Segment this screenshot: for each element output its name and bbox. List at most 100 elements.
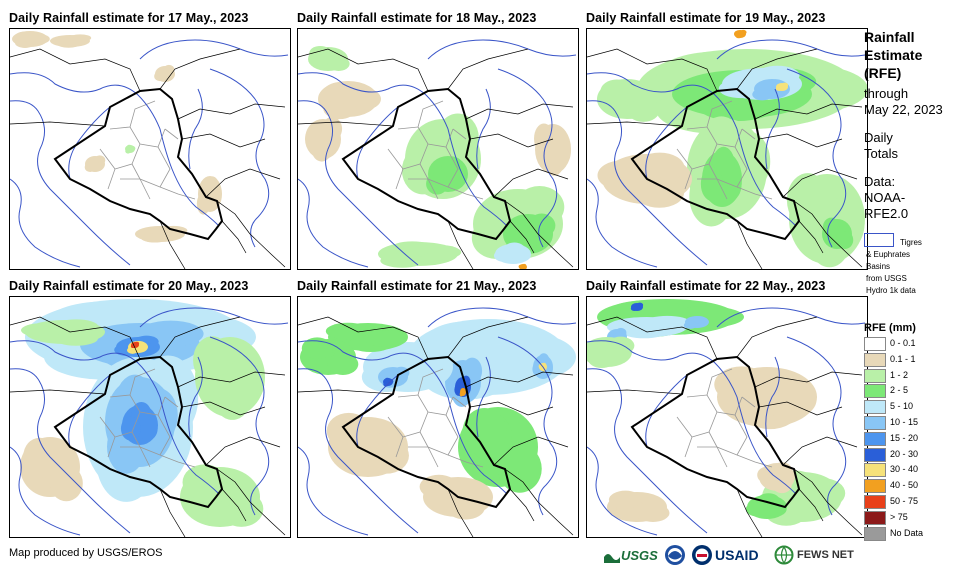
- basin-label-1: Tigres: [900, 238, 922, 247]
- basin-line: [427, 307, 577, 328]
- basin-line: [209, 336, 270, 516]
- rain-patch: [54, 319, 99, 334]
- country-line: [465, 371, 574, 388]
- country-boundaries: [298, 48, 574, 269]
- basin-line: [587, 340, 796, 494]
- province-line: [706, 368, 733, 396]
- rain-patch: [120, 416, 141, 441]
- province-line: [741, 128, 756, 140]
- basin-line: [716, 39, 866, 60]
- basin-line: [476, 88, 491, 170]
- rain-patch: [327, 56, 350, 71]
- rain-patch: [527, 213, 556, 238]
- rain-patch: [364, 437, 409, 474]
- legend-item: No Data: [864, 526, 964, 541]
- legend-label: > 75: [890, 511, 908, 522]
- usaid-seal-icon: [692, 545, 712, 565]
- rain-patch: [700, 167, 723, 201]
- basin-line: [68, 106, 111, 180]
- basin-label-3: Basins: [866, 262, 891, 271]
- sidebar-title: Rainfall Estimate (RFE): [864, 28, 922, 82]
- panel-title-5: Daily Rainfall estimate for 22 May., 202…: [586, 279, 826, 293]
- country-line: [758, 401, 843, 416]
- province-line: [120, 178, 151, 200]
- basin-legend-swatch: [864, 233, 894, 247]
- usgs-text: USGS: [621, 547, 658, 563]
- map-panel-19-may: [586, 28, 868, 270]
- data-source-2: RFE2.0: [864, 206, 909, 221]
- rain-patch: [49, 465, 83, 502]
- country-line: [298, 48, 429, 92]
- rain-patch: [636, 503, 670, 522]
- legend-swatch: [864, 352, 886, 367]
- legend-swatch: [864, 384, 886, 399]
- country-boundaries: [587, 48, 863, 269]
- country-line: [447, 220, 474, 269]
- basin-line: [587, 178, 658, 268]
- legend-item: > 75: [864, 510, 964, 525]
- country-line: [504, 468, 574, 536]
- rain-patch: [778, 85, 786, 91]
- province-line: [131, 146, 171, 188]
- country-line: [221, 220, 247, 254]
- basin-line: [139, 307, 289, 328]
- country-line: [447, 488, 474, 537]
- rain-patch: [15, 38, 35, 48]
- country-line: [216, 468, 286, 536]
- data-source-1: NOAA-: [864, 190, 906, 205]
- country-line: [504, 200, 574, 268]
- basin-line: [356, 374, 399, 448]
- province-line: [387, 148, 404, 190]
- iraq-border: [630, 355, 801, 509]
- country-line: [10, 316, 141, 360]
- map-panel-20-may: [9, 296, 291, 538]
- province-line: [402, 411, 429, 438]
- rain-patch: [443, 158, 466, 181]
- legend-swatch: [864, 510, 886, 525]
- panel-title-0: Daily Rainfall estimate for 17 May., 202…: [9, 11, 249, 25]
- title-line: Rainfall: [864, 29, 915, 45]
- country-line: [587, 48, 718, 92]
- country-line: [177, 103, 286, 120]
- iraq-border: [630, 87, 801, 241]
- legend-item: 30 - 40: [864, 463, 964, 478]
- rain-patch: [160, 69, 172, 80]
- country-line: [298, 121, 394, 127]
- fewsnet-logo: FEWS NET: [774, 543, 854, 567]
- basin-line: [298, 368, 419, 534]
- province-line: [408, 178, 439, 200]
- province-line: [99, 148, 116, 190]
- legend-label: 50 - 75: [890, 496, 919, 506]
- rain-patch: [757, 466, 778, 484]
- basin-line: [68, 374, 111, 448]
- country-line: [159, 48, 241, 90]
- map-svg: [298, 39, 577, 269]
- country-line: [754, 371, 863, 388]
- basin-outlines: [10, 39, 289, 268]
- rain-patch: [327, 353, 359, 375]
- rain-patch: [125, 148, 131, 154]
- country-line: [754, 103, 863, 120]
- legend-label: 10 - 15: [890, 417, 919, 427]
- rain-patch: [534, 123, 554, 154]
- basin-line: [587, 368, 708, 534]
- basin-line: [765, 356, 780, 438]
- province-line: [452, 396, 467, 408]
- legend-item: 1 - 2: [864, 368, 964, 383]
- province-line: [452, 128, 467, 140]
- panel-title-4: Daily Rainfall estimate for 21 May., 202…: [297, 279, 537, 293]
- rain-patch: [182, 464, 227, 501]
- data-label: Data:: [864, 174, 896, 189]
- rain-patch: [459, 391, 464, 397]
- province-line: [164, 128, 179, 140]
- country-line: [587, 389, 683, 395]
- basin-line: [587, 446, 658, 536]
- legend-item: 15 - 20: [864, 431, 964, 446]
- country-line: [736, 316, 818, 358]
- province-line: [120, 446, 151, 468]
- legend-label: 40 - 50: [890, 480, 919, 491]
- basin-line: [786, 336, 847, 516]
- legend-item: 2 - 5: [864, 384, 964, 399]
- iraq-border: [53, 355, 224, 509]
- country-line: [205, 436, 281, 466]
